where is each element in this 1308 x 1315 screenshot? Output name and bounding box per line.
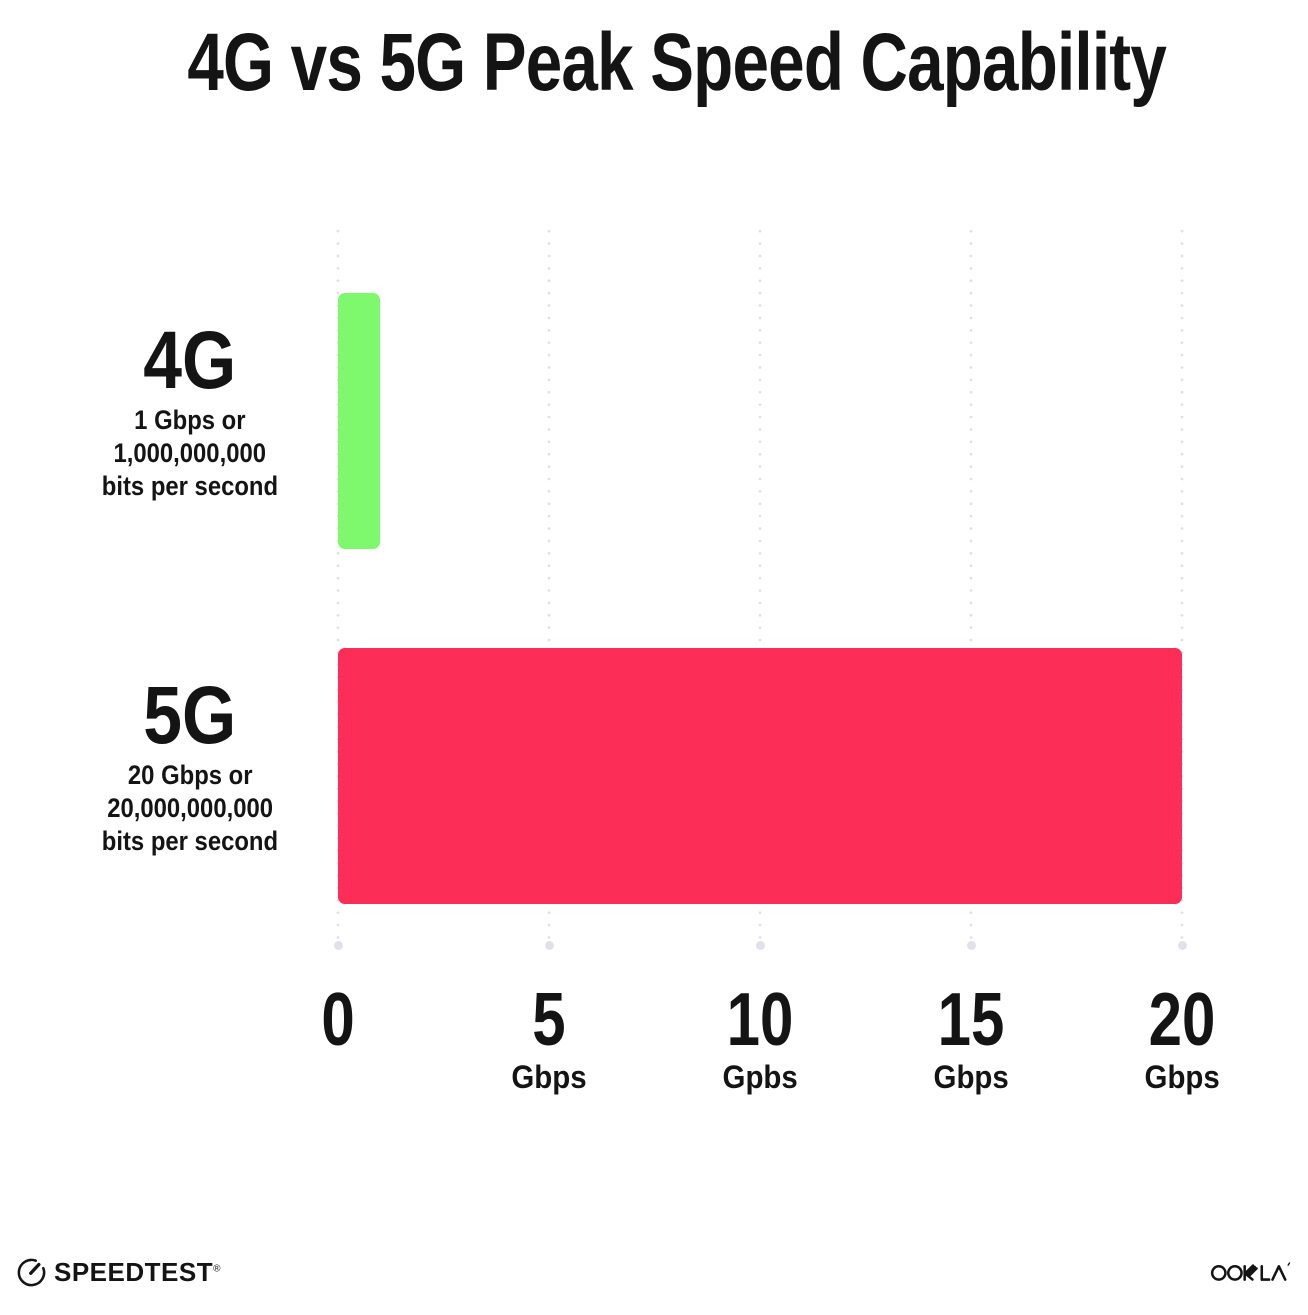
plot-area xyxy=(333,225,1187,950)
category-desc-line: 20,000,000,000 xyxy=(107,793,273,823)
category-desc-line: bits per second xyxy=(101,826,279,856)
bar-5g xyxy=(338,648,1182,904)
bar-4g xyxy=(338,293,381,549)
tick-value: 15 xyxy=(937,977,1005,1061)
tick-unit: Gpbs xyxy=(722,1059,798,1095)
gridline-end-dot xyxy=(544,941,554,950)
speedtest-wordmark: SPEEDTEST® xyxy=(54,1257,221,1287)
category-label-5g: 5G 20 Gbps or 20,000,000,000 bits per se… xyxy=(40,673,340,858)
tick-value: 10 xyxy=(726,977,794,1061)
tick-value: 5 xyxy=(532,977,566,1061)
tick-unit: Gbps xyxy=(933,1059,1009,1095)
registered-trademark-symbol: ® xyxy=(213,1263,221,1275)
tick-value: 20 xyxy=(1148,977,1216,1061)
gridline-end-dot xyxy=(1177,941,1187,950)
gridline xyxy=(755,225,765,950)
category-desc-line: 1 Gbps or xyxy=(134,405,246,435)
category-name-4g: 4G xyxy=(143,315,237,406)
x-axis: 0 5 Gbps 10 Gpbs 15 Gbps 20 Gbps xyxy=(321,980,1219,1100)
tick-unit: Gbps xyxy=(1144,1059,1220,1095)
speedtest-gauge-icon xyxy=(17,1258,46,1287)
speedtest-logo: SPEEDTEST® xyxy=(16,1257,221,1288)
chart-title: 4G vs 5G Peak Speed Capability xyxy=(46,16,1308,110)
x-tick: 0 xyxy=(317,980,359,1095)
tick-unit xyxy=(317,1059,359,1095)
category-desc-line: 20 Gbps or xyxy=(127,760,253,790)
gridline-end-dot xyxy=(755,941,765,950)
x-tick: 15 Gbps xyxy=(929,980,1012,1095)
category-name-5g: 5G xyxy=(143,670,237,761)
category-desc-line: 1,000,000,000 xyxy=(113,438,267,468)
gridline xyxy=(966,225,976,950)
ookla-wordmark-icon xyxy=(1210,1262,1291,1281)
ookla-logo xyxy=(1210,1256,1294,1289)
gridline xyxy=(544,225,554,950)
x-tick: 5 Gbps xyxy=(508,980,590,1095)
category-desc-line: bits per second xyxy=(101,471,279,501)
gridline xyxy=(333,225,343,950)
tick-unit: Gbps xyxy=(511,1059,587,1095)
x-tick: 10 Gpbs xyxy=(718,980,801,1095)
gridline-end-dot xyxy=(966,941,976,950)
gridline xyxy=(1177,225,1187,950)
x-tick: 20 Gbps xyxy=(1140,980,1223,1095)
chart-title-text: 4G vs 5G Peak Speed Capability xyxy=(187,17,1167,108)
tick-value: 0 xyxy=(321,977,355,1061)
gridline-end-dot xyxy=(333,941,343,950)
category-label-4g: 4G 1 Gbps or 1,000,000,000 bits per seco… xyxy=(40,318,340,503)
